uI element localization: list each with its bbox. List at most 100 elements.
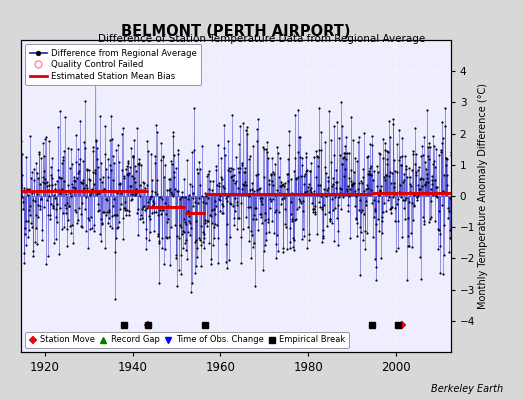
Point — [200, 244, 209, 251]
Point — [306, 187, 314, 193]
Point — [423, 178, 432, 185]
Point — [135, 160, 143, 166]
Point — [345, 150, 353, 156]
Point — [386, 169, 394, 176]
Point — [435, 270, 444, 276]
Point — [438, 119, 446, 125]
Point — [36, 181, 45, 187]
Point — [64, 217, 72, 223]
Point — [87, 190, 95, 196]
Point — [130, 174, 138, 181]
Point — [73, 220, 81, 226]
Point — [438, 140, 446, 146]
Point — [397, 161, 406, 168]
Point — [185, 192, 193, 198]
Point — [77, 179, 85, 185]
Point — [354, 180, 363, 187]
Point — [410, 192, 418, 198]
Point — [186, 220, 194, 226]
Point — [376, 151, 384, 158]
Point — [388, 204, 396, 210]
Point — [242, 127, 250, 134]
Point — [85, 226, 94, 232]
Point — [160, 260, 168, 267]
Point — [94, 207, 102, 214]
Point — [357, 178, 366, 184]
Point — [227, 200, 236, 207]
Point — [382, 172, 390, 178]
Point — [66, 223, 74, 229]
Point — [121, 207, 129, 214]
Point — [152, 191, 161, 197]
Point — [47, 171, 55, 178]
Point — [205, 240, 213, 246]
Point — [128, 154, 137, 160]
Point — [220, 185, 228, 191]
Point — [32, 170, 41, 176]
Point — [274, 150, 282, 156]
Point — [422, 179, 430, 185]
Point — [411, 161, 419, 168]
Point — [173, 232, 181, 239]
Point — [29, 166, 38, 172]
Point — [21, 230, 29, 237]
Point — [333, 179, 341, 186]
Point — [66, 189, 74, 196]
Point — [243, 124, 252, 130]
Point — [136, 192, 145, 199]
Point — [44, 253, 52, 260]
Point — [130, 162, 139, 169]
Point — [279, 181, 288, 188]
Point — [145, 236, 153, 243]
Point — [57, 174, 65, 181]
Point — [90, 222, 98, 228]
Point — [183, 196, 192, 202]
Point — [176, 222, 184, 228]
Point — [400, 204, 408, 211]
Point — [222, 241, 231, 248]
Point — [16, 182, 25, 188]
Point — [81, 145, 89, 152]
Point — [261, 242, 269, 248]
Point — [101, 123, 109, 130]
Point — [440, 252, 448, 258]
Point — [261, 230, 270, 236]
Point — [304, 184, 312, 191]
Point — [148, 188, 156, 194]
Point — [108, 213, 116, 220]
Point — [179, 216, 188, 222]
Point — [417, 175, 425, 181]
Point — [401, 163, 410, 169]
Point — [60, 224, 68, 230]
Point — [73, 174, 81, 181]
Point — [290, 168, 299, 174]
Point — [36, 206, 44, 212]
Point — [366, 141, 375, 148]
Point — [357, 229, 365, 236]
Point — [276, 182, 284, 189]
Point — [358, 207, 366, 213]
Point — [236, 200, 245, 206]
Point — [78, 224, 86, 230]
Point — [425, 144, 434, 150]
Point — [175, 267, 183, 274]
Point — [116, 190, 125, 197]
Point — [160, 174, 168, 180]
Point — [290, 237, 298, 243]
Point — [434, 226, 442, 232]
Point — [221, 190, 229, 197]
Point — [191, 270, 200, 276]
Point — [434, 246, 442, 252]
Point — [156, 207, 164, 214]
Point — [356, 197, 365, 203]
Point — [67, 192, 75, 199]
Point — [268, 178, 277, 184]
Point — [196, 237, 204, 243]
Point — [264, 219, 272, 226]
Point — [113, 190, 122, 196]
Point — [82, 194, 91, 200]
Point — [17, 194, 25, 201]
Point — [401, 197, 409, 203]
Point — [350, 168, 358, 175]
Point — [306, 168, 314, 174]
